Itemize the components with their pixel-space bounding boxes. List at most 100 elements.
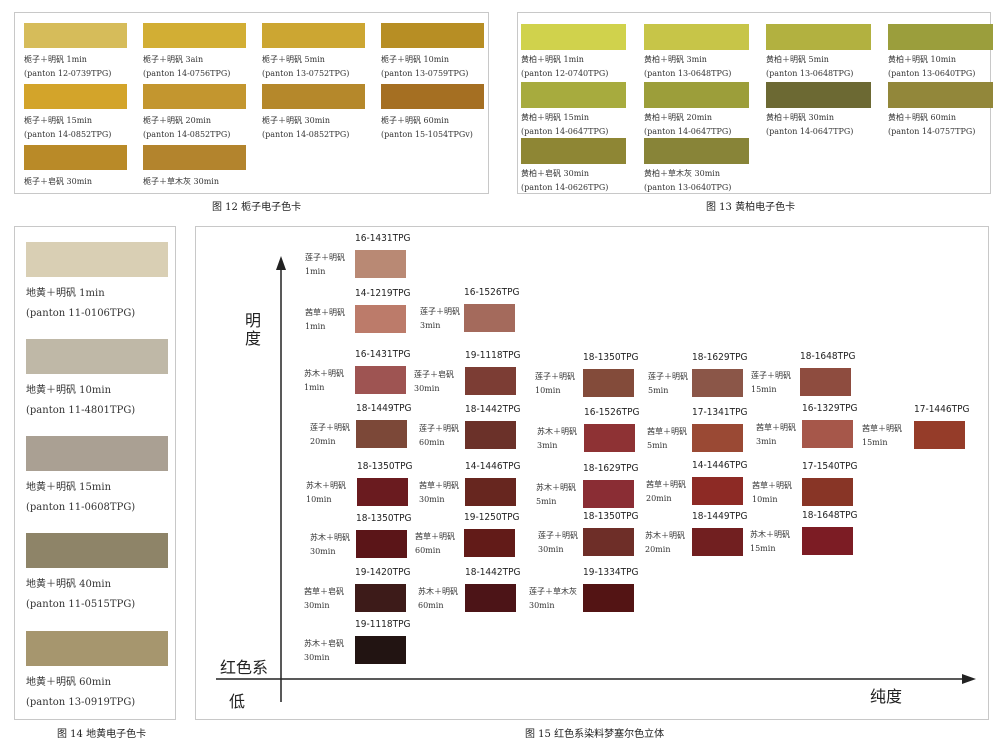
color-swatch	[644, 138, 749, 164]
dye-recipe-label: 莲子＋明矾	[310, 423, 350, 432]
pantone-code: 17-1540TPG	[802, 461, 858, 472]
color-swatch	[644, 82, 749, 108]
dye-time-label: 5min	[536, 497, 557, 506]
pantone-code: 18-1350TPG	[357, 461, 413, 472]
swatch-name: 黄柏＋明矾 5min	[766, 55, 829, 64]
swatch-code: (panton 12-0739TPG)	[24, 69, 112, 78]
swatch-name: 栀子＋明矾 1min	[24, 55, 87, 64]
pantone-code: 16-1526TPG	[584, 407, 640, 418]
dye-recipe-label: 茜草＋明矾	[756, 423, 796, 432]
color-swatch	[355, 636, 406, 664]
color-swatch	[24, 145, 127, 170]
color-swatch	[24, 84, 127, 109]
color-swatch	[464, 304, 515, 332]
pantone-code: 14-1446TPG	[692, 460, 748, 471]
pantone-code: 16-1431TPG	[355, 233, 411, 244]
swatch-name: 地黄＋明矾 1min	[26, 288, 105, 299]
swatch-code: (panton 13-0640TPG)	[644, 183, 732, 192]
dye-time-label: 15min	[751, 385, 777, 394]
dye-time-label: 1min	[304, 383, 325, 392]
color-swatch	[465, 421, 516, 449]
swatch-code: (panton 14-0852TPG)	[24, 130, 112, 139]
pantone-code: 18-1350TPG	[583, 511, 639, 522]
swatch-code: (panton 13-0648TPG)	[644, 69, 732, 78]
dye-time-label: 20min	[645, 545, 671, 554]
swatch-code: (panton 13-0919TPG)	[26, 697, 136, 708]
color-swatch	[583, 584, 634, 612]
color-swatch	[143, 84, 246, 109]
dye-recipe-label: 茜草＋明矾	[419, 481, 459, 490]
color-swatch	[356, 420, 407, 448]
swatch-code: (panton 14-0757TPG)	[888, 127, 976, 136]
color-swatch	[262, 23, 365, 48]
dye-time-label: 60min	[418, 601, 444, 610]
dye-recipe-label: 莲子＋明矾	[538, 531, 578, 540]
color-swatch	[583, 480, 634, 508]
pantone-code: 18-1629TPG	[583, 463, 639, 474]
dye-recipe-label: 莲子＋明矾	[305, 253, 345, 262]
dye-recipe-label: 苏木＋明矾	[310, 533, 350, 542]
color-swatch	[355, 250, 406, 278]
color-swatch	[26, 436, 168, 471]
dye-time-label: 10min	[306, 495, 332, 504]
swatch-name: 栀子＋草木灰 30min	[143, 177, 220, 186]
pantone-code: 18-1629TPG	[692, 352, 748, 363]
pantone-code: 19-1118TPG	[465, 350, 521, 361]
pantone-code: 16-1526TPG	[464, 287, 520, 298]
dye-time-label: 30min	[419, 495, 445, 504]
dye-time-label: 30min	[414, 384, 440, 393]
color-swatch	[465, 584, 516, 612]
color-swatch	[521, 24, 626, 50]
swatch-code: (panton 14-0852TPG)	[262, 130, 350, 139]
color-swatch	[355, 584, 406, 612]
dye-recipe-label: 茜草＋明矾	[862, 424, 902, 433]
color-swatch	[692, 528, 743, 556]
pantone-code: 14-1446TPG	[465, 461, 521, 472]
origin-label-red-series: 红色系	[220, 658, 269, 677]
dye-recipe-label: 茜草＋明矾	[305, 308, 345, 317]
swatch-name: 黄柏＋明矾 20min	[644, 113, 713, 122]
dye-recipe-label: 苏木＋明矾	[537, 427, 577, 436]
dye-time-label: 30min	[529, 601, 555, 610]
pantone-code: 18-1449TPG	[356, 403, 412, 414]
color-swatch	[800, 368, 851, 396]
dye-time-label: 10min	[535, 386, 561, 395]
pantone-code: 18-1350TPG	[356, 513, 412, 524]
pantone-code: 18-1449TPG	[692, 511, 748, 522]
pantone-code: 19-1334TPG	[583, 567, 639, 578]
dye-time-label: 20min	[646, 494, 672, 503]
swatch-name: 黄柏＋明矾 10min	[888, 55, 957, 64]
swatch-code: (panton 11-0608TPG)	[26, 502, 136, 513]
dye-recipe-label: 莲子＋明矾	[420, 307, 460, 316]
color-swatch	[583, 528, 634, 556]
color-swatch	[766, 82, 871, 108]
fig13-caption: 图 13 黄柏电子色卡	[706, 202, 796, 213]
swatch-code: (panton 13-0752TPG)	[262, 69, 350, 78]
color-swatch	[692, 424, 743, 452]
dye-recipe-label: 茜草＋明矾	[647, 427, 687, 436]
color-swatch	[914, 421, 965, 449]
dye-recipe-label: 茜草＋明矾	[415, 532, 455, 541]
dye-recipe-label: 苏木＋明矾	[750, 530, 790, 539]
dye-recipe-label: 茜草＋明矾	[752, 481, 792, 490]
dye-time-label: 60min	[415, 546, 441, 555]
pantone-code: 16-1329TPG	[802, 403, 858, 414]
dye-recipe-label: 莲子＋明矾	[535, 372, 575, 381]
swatch-code: (panton 11-0106TPG)	[26, 308, 136, 319]
color-swatch	[355, 305, 406, 333]
x-axis-label: 纯度	[870, 687, 903, 706]
dye-recipe-label: 苏木＋明矾	[418, 587, 458, 596]
color-swatch	[644, 24, 749, 50]
dye-recipe-label: 茜草＋皂矾	[304, 587, 344, 596]
dye-time-label: 30min	[310, 547, 336, 556]
color-swatch	[888, 24, 993, 50]
color-swatch	[143, 23, 246, 48]
swatch-name: 黄柏＋明矾 60min	[888, 113, 957, 122]
dye-recipe-label: 苏木＋明矾	[304, 369, 344, 378]
dye-recipe-label: 苏木＋明矾	[645, 531, 685, 540]
y-axis-label: 明度	[245, 311, 262, 348]
swatch-name: 黄柏＋明矾 3min	[644, 55, 707, 64]
dye-time-label: 15min	[750, 544, 776, 553]
swatch-name: 栀子＋明矾 60min	[381, 116, 450, 125]
color-swatch	[802, 420, 853, 448]
